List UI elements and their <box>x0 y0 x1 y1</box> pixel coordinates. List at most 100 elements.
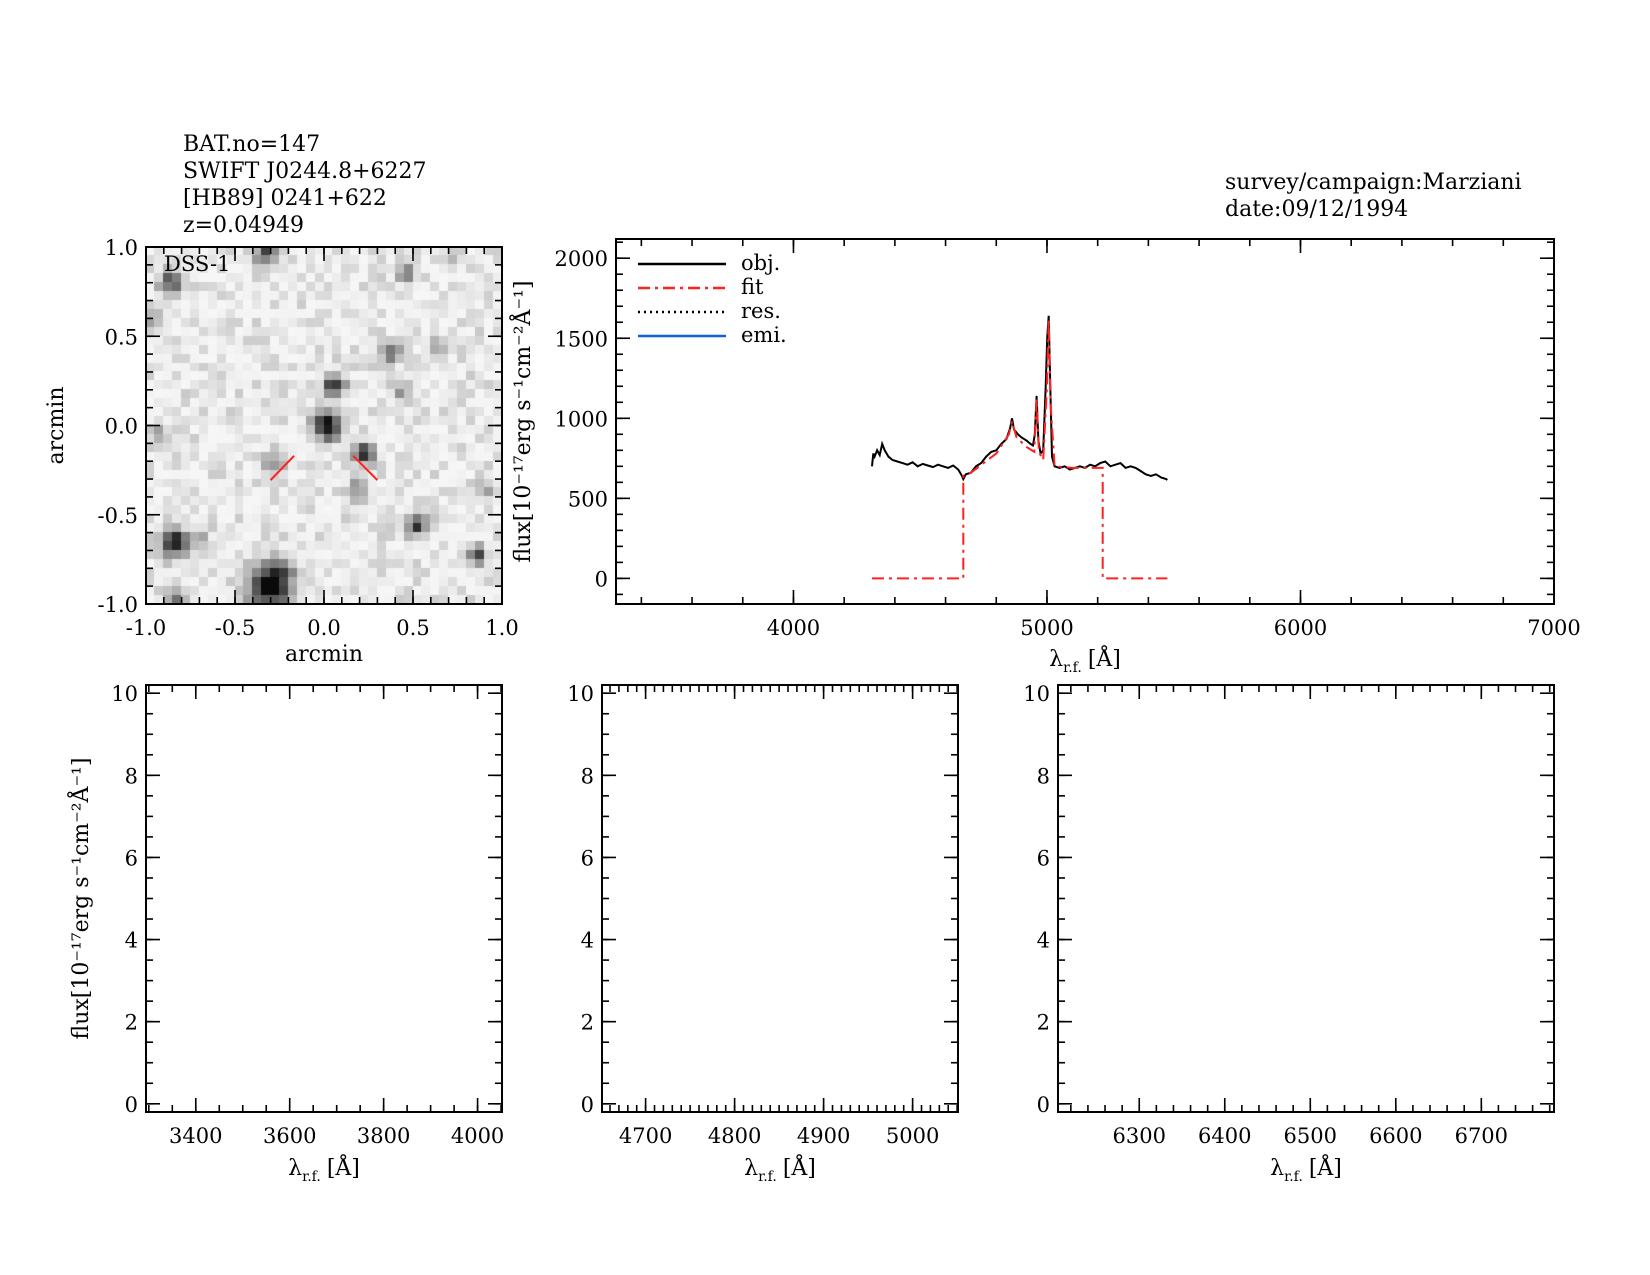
lambda-symbol: λ <box>1270 1156 1284 1181</box>
x-tick-label: 6000 <box>1274 616 1327 640</box>
y-tick-label: 0.5 <box>105 325 138 349</box>
y-tick-label: 0 <box>1037 1093 1050 1117</box>
y-tick-label: 500 <box>568 487 608 511</box>
series-fit <box>872 318 1168 580</box>
series-obj <box>871 315 1168 482</box>
axes-layer: -1.0 -0.5 0.0 0.5 1.0 -1.0 -0.5 0.0 0.5 1.0 arcmin… <box>44 236 1581 1185</box>
y-axis-label: flux[10⁻¹⁷erg s⁻¹cm⁻²Å⁻¹] <box>508 281 536 563</box>
angstrom-unit: [Å] <box>327 1153 360 1181</box>
y-tick-label: -1.0 <box>98 593 139 617</box>
y-axis-label: arcmin <box>44 386 69 464</box>
x-tick-label: 6300 <box>1113 1124 1166 1148</box>
y-tick-label: 0.0 <box>105 415 138 439</box>
panel-panel-halpha: 6300 6400 6500 6600 6700 0 2 4 6 8 10 λr.f. [Å] <box>1023 682 1555 1185</box>
x-tick-label: 3600 <box>263 1124 316 1148</box>
plot-frame <box>615 238 1555 605</box>
panel-dss: -1.0 -0.5 0.0 0.5 1.0 -1.0 -0.5 0.0 0.5 1.0 arcmin… <box>44 236 519 667</box>
header-object-info: BAT.no=147 SWIFT J0244.8+6227 [HB89] 024… <box>183 132 427 238</box>
y-tick-label: 0 <box>595 567 608 591</box>
x-tick-label: 6400 <box>1198 1124 1251 1148</box>
x-tick-label: 5000 <box>1020 616 1073 640</box>
y-tick-label: 8 <box>125 764 138 788</box>
x-tick-label: 4000 <box>451 1124 504 1148</box>
y-tick-label: 2000 <box>555 247 608 271</box>
x-axis-label: λr.f. [Å] <box>1049 644 1121 676</box>
y-tick-label: -0.5 <box>98 504 139 528</box>
y-tick-label: 10 <box>111 682 138 706</box>
header-survey-info: survey/campaign:Marziani date:09/12/1994 <box>1225 170 1522 222</box>
rest-frame-subscript: r.f. <box>1063 660 1082 676</box>
y-tick-label: 2 <box>1037 1011 1050 1035</box>
legend-label: obj. <box>741 251 780 275</box>
y-tick-label: 10 <box>567 682 594 706</box>
redshift: z=0.04949 <box>183 213 304 238</box>
panel-spectrum: 4000 5000 6000 7000 0 500 1000 1500 2000 λr.f. [Å]… <box>508 238 1581 676</box>
x-tick-label: 5000 <box>886 1124 939 1148</box>
y-tick-label: 1500 <box>555 327 608 351</box>
rest-frame-subscript: r.f. <box>302 1169 321 1185</box>
y-tick-label: 4 <box>125 929 138 953</box>
rest-frame-subscript: r.f. <box>758 1169 777 1185</box>
legend-label: emi. <box>741 323 787 347</box>
y-tick-label: 2 <box>581 1011 594 1035</box>
dss-survey-label: DSS-1 <box>164 252 230 276</box>
y-tick-label: 6 <box>581 846 594 870</box>
target-marker <box>352 455 379 481</box>
bat-number: BAT.no=147 <box>183 132 320 157</box>
x-tick-label: 7000 <box>1527 616 1580 640</box>
x-tick-label: 4000 <box>767 616 820 640</box>
x-tick-label: 6700 <box>1455 1124 1508 1148</box>
dss-image <box>146 247 502 604</box>
y-tick-label: 1000 <box>555 407 608 431</box>
y-tick-label: 6 <box>1037 846 1050 870</box>
target-marker <box>269 455 295 481</box>
lambda-symbol: λ <box>1049 647 1063 672</box>
y-tick-label: 0 <box>125 1093 138 1117</box>
observation-date: date:09/12/1994 <box>1225 197 1408 222</box>
y-tick-label: 4 <box>581 929 594 953</box>
plot-frame <box>145 684 503 1113</box>
plot-frame <box>1057 684 1555 1113</box>
y-tick-label: 6 <box>125 846 138 870</box>
x-axis-label: λr.f. [Å] <box>1270 1153 1342 1185</box>
swift-name: SWIFT J0244.8+6227 <box>183 159 427 184</box>
x-tick-label: -1.0 <box>126 616 167 640</box>
y-tick-label: 2 <box>125 1011 138 1035</box>
x-axis-label: arcmin <box>285 642 363 667</box>
y-tick-label: 8 <box>581 764 594 788</box>
x-axis-label: λr.f. [Å] <box>744 1153 816 1185</box>
angstrom-unit: [Å] <box>1309 1153 1342 1181</box>
y-tick-label: 1.0 <box>105 236 138 260</box>
x-tick-label: 6600 <box>1369 1124 1422 1148</box>
survey-campaign: survey/campaign:Marziani <box>1225 170 1522 195</box>
plot-frame <box>601 684 959 1113</box>
rest-frame-subscript: r.f. <box>1284 1169 1303 1185</box>
angstrom-unit: [Å] <box>783 1153 816 1181</box>
x-tick-label: 4800 <box>708 1124 761 1148</box>
x-tick-label: 4700 <box>619 1124 672 1148</box>
x-tick-label: -0.5 <box>215 616 256 640</box>
legend-label: res. <box>741 299 781 323</box>
plot-frame <box>145 246 503 605</box>
x-tick-label: 0.0 <box>307 616 340 640</box>
y-tick-label: 4 <box>1037 929 1050 953</box>
x-tick-label: 3400 <box>169 1124 222 1148</box>
legend-label: fit <box>741 275 764 299</box>
y-axis-label: flux[10⁻¹⁷erg s⁻¹cm⁻²Å⁻¹] <box>66 758 94 1040</box>
x-tick-label: 0.5 <box>396 616 429 640</box>
x-tick-label: 1.0 <box>485 616 518 640</box>
hb89-name: [HB89] 0241+622 <box>183 186 387 211</box>
panel-panel-hbeta: 4700 4800 4900 5000 0 2 4 6 8 10 λr.f. [Å] <box>567 682 959 1185</box>
x-tick-label: 6500 <box>1284 1124 1337 1148</box>
y-tick-label: 0 <box>581 1093 594 1117</box>
lambda-symbol: λ <box>288 1156 302 1181</box>
x-axis-label: λr.f. [Å] <box>288 1153 360 1185</box>
y-tick-label: 10 <box>1023 682 1050 706</box>
lambda-symbol: λ <box>744 1156 758 1181</box>
x-tick-label: 4900 <box>797 1124 850 1148</box>
panel-panel-hgamma: 3400 3600 3800 4000 0 2 4 6 8 10 λr.f. [Å] flux[10⁻¹… <box>66 682 504 1185</box>
angstrom-unit: [Å] <box>1088 644 1121 672</box>
